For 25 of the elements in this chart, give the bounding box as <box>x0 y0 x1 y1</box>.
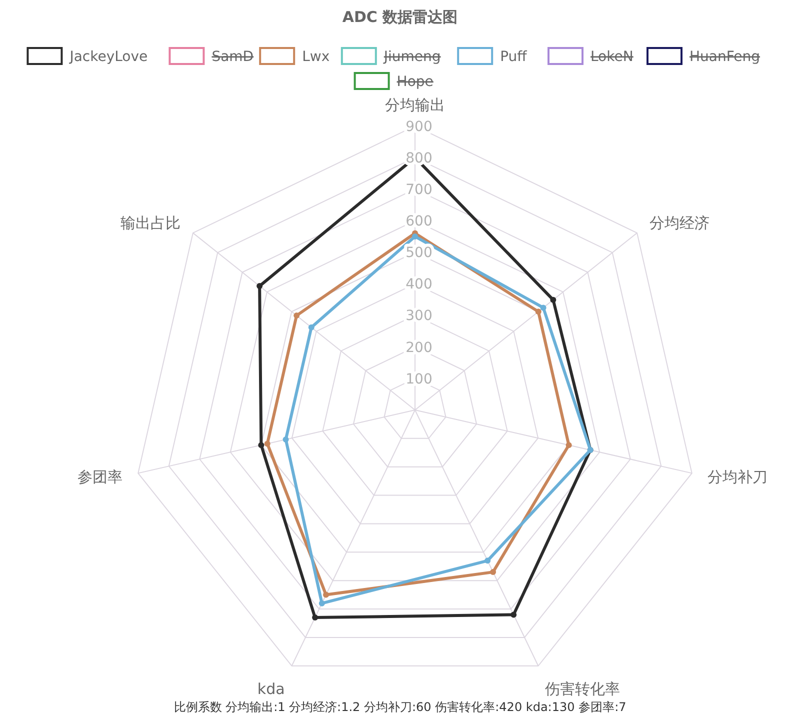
text: Jiumeng <box>382 48 441 65</box>
y-tick-label: 700 <box>406 182 432 198</box>
y-tick-label: 500 <box>406 245 432 262</box>
spoke-label: 输出占比 <box>120 214 180 232</box>
y-tick-label: 900 <box>406 118 432 135</box>
spoke-label: 参团率 <box>78 468 123 486</box>
y-tick-label: 600 <box>406 214 432 230</box>
y-tick-label: 400 <box>406 276 432 293</box>
text: 比例系数 分均输出:1 分均经济:1.2 分均补刀:60 伤害转化率:420 kda:130 参团率:7 <box>174 700 626 714</box>
legend-label: JackeyLove <box>68 48 148 65</box>
text: SamD <box>212 48 254 65</box>
spoke-label: 分均输出 <box>385 96 445 114</box>
text: LokeN <box>590 48 634 65</box>
spoke-label: 伤害转化率 <box>545 680 620 698</box>
text: Hope <box>396 74 434 90</box>
y-tick-label: 100 <box>406 371 432 388</box>
chart-title: ADC 数据雷达图 <box>342 8 458 26</box>
legend-label: Lwx <box>302 48 330 65</box>
spoke-label: kda <box>257 680 285 698</box>
text: HuanFeng <box>690 48 760 65</box>
spoke-label: 分均经济 <box>650 214 710 232</box>
y-tick-label: 300 <box>406 308 432 324</box>
legend-label: Puff <box>500 48 528 65</box>
spoke-label: 分均补刀 <box>707 468 768 486</box>
y-tick-label: 200 <box>406 340 432 356</box>
